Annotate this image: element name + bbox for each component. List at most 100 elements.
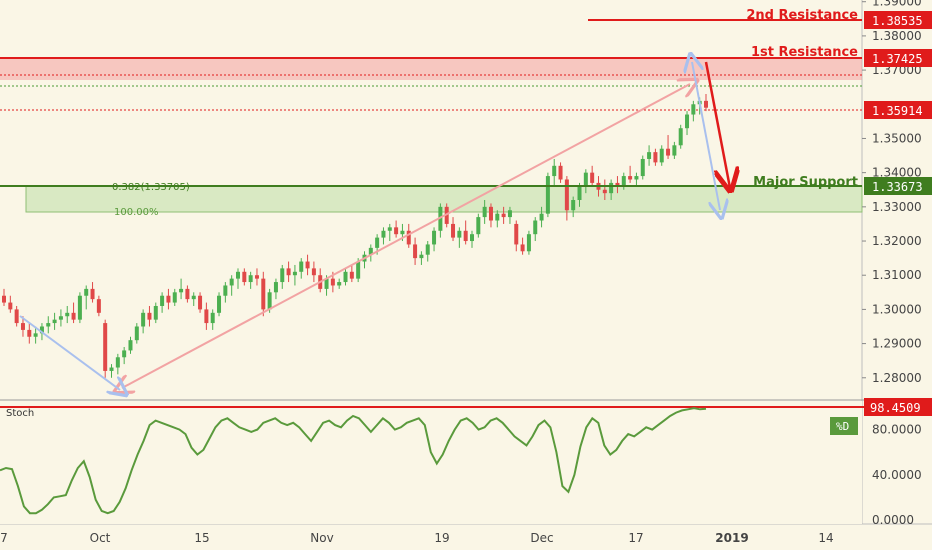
candle-body-down: [204, 309, 209, 324]
stoch-tick-label: 40.0000: [872, 468, 922, 482]
trend-arrow-up: [122, 84, 690, 388]
time-tick-label: 7: [0, 531, 8, 545]
candle-body-down: [501, 213, 506, 218]
candle-body-down: [103, 323, 108, 371]
candle-body-down: [286, 268, 291, 276]
candle-body-up: [210, 312, 215, 324]
first-resistance-label: 1st Resistance: [751, 45, 858, 60]
price-tick-label: 1.38000: [872, 29, 922, 43]
candle-body-up: [583, 172, 588, 187]
candle-body-up: [457, 230, 462, 238]
candle-body-up: [425, 244, 430, 255]
price-tick-label: 1.30000: [872, 302, 922, 316]
candle-body-up: [84, 288, 89, 296]
candle-body-up: [267, 292, 272, 310]
candle-body-up: [58, 316, 63, 320]
candle-body-down: [198, 295, 203, 310]
candle-body-up: [52, 319, 57, 324]
candle-body-down: [305, 261, 310, 269]
time-tick-label: 19: [434, 531, 449, 545]
candle-body-down: [514, 223, 519, 245]
candle-body-up: [217, 295, 222, 313]
candle-body-up: [577, 186, 582, 200]
candle-body-up: [621, 176, 626, 187]
candle-body-up: [179, 288, 184, 293]
price-tick-label: 1.35000: [872, 131, 922, 145]
candle-body-up: [65, 312, 70, 317]
stoch-value-tag-text: 98.4509: [870, 401, 921, 415]
candle-body-down: [242, 271, 247, 283]
candle-body-up: [470, 234, 474, 242]
candle-body-down: [261, 278, 266, 310]
candle-body-up: [248, 275, 253, 283]
candle-body-up: [299, 261, 304, 272]
price-axis-background: [862, 0, 932, 550]
candle-body-down: [590, 172, 595, 183]
candle-body-up: [571, 200, 576, 211]
candle-body-down: [254, 275, 259, 279]
candle-body-down: [394, 227, 399, 235]
candle-body-up: [432, 230, 437, 245]
candle-body-down: [14, 309, 19, 324]
candle-body-down: [349, 271, 354, 279]
candle-body-up: [400, 230, 405, 235]
candle-body-down: [653, 152, 658, 163]
candle-body-up: [33, 333, 38, 337]
candle-body-up: [533, 220, 538, 235]
candle-body-down: [90, 288, 95, 300]
candle-body-up: [229, 278, 234, 286]
candle-body-up: [552, 165, 557, 177]
time-tick-label: 17: [628, 531, 643, 545]
candle-body-down: [185, 288, 190, 300]
candle-body-down: [704, 100, 708, 108]
candle-body-down: [413, 244, 418, 259]
candle-body-up: [647, 152, 652, 159]
candle-body-up: [419, 254, 424, 259]
first-resistance-tag-text: 1.37425: [872, 52, 923, 66]
time-tick-label: 14: [818, 531, 833, 545]
stoch-pane-background: [0, 401, 862, 524]
candle-body-up: [507, 210, 512, 218]
candle-body-up: [337, 282, 342, 286]
candle-body-down: [166, 295, 171, 303]
stoch-tick-label: 0.0000: [872, 513, 914, 527]
candle-body-up: [691, 104, 696, 115]
candle-body-up: [381, 230, 386, 238]
price-tick-label: 1.33000: [872, 200, 922, 214]
candle-body-down: [2, 295, 6, 303]
price-tick-label: 1.31000: [872, 268, 922, 282]
fib-label-382: 0.382(1.33705): [112, 182, 190, 193]
candle-body-up: [39, 326, 44, 334]
major-support-tag-text: 1.33673: [872, 180, 923, 194]
candle-body-up: [141, 312, 146, 327]
second-resistance-tag: [864, 11, 932, 29]
candle-body-down: [71, 312, 76, 320]
candle-body-up: [172, 292, 177, 303]
candle-body-down: [520, 244, 525, 252]
candle-body-up: [160, 295, 165, 306]
candle-body-down: [628, 176, 633, 180]
first-resistance-tag: [864, 49, 932, 67]
major-support-label: Major Support: [753, 175, 858, 190]
candle-body-up: [77, 295, 82, 320]
candle-body-up: [273, 282, 278, 293]
time-axis-ticks: 7 Oct 15 Nov 19 Dec 17 2019 14: [0, 531, 833, 545]
candle-body-down: [602, 189, 607, 194]
stoch-legend-badge: [830, 417, 858, 435]
price-tick-label: 1.32000: [872, 234, 922, 248]
price-tick-label: 1.29000: [872, 337, 922, 351]
candle-body-up: [526, 234, 531, 252]
candle-body-up: [128, 340, 133, 351]
candle-body-up: [343, 271, 348, 283]
candle-body-up: [46, 323, 51, 327]
candle-body-up: [236, 271, 240, 279]
stoch-value-tag: [864, 398, 932, 416]
candle-body-up: [191, 295, 196, 300]
candle-body-down: [451, 223, 456, 238]
time-tick-label: Nov: [310, 531, 333, 545]
stoch-axis-ticks: 80.0000 40.0000 0.0000: [872, 423, 922, 527]
candle-body-down: [330, 278, 335, 286]
candle-body-up: [122, 350, 127, 358]
price-tick-label: 1.39000: [872, 0, 922, 9]
